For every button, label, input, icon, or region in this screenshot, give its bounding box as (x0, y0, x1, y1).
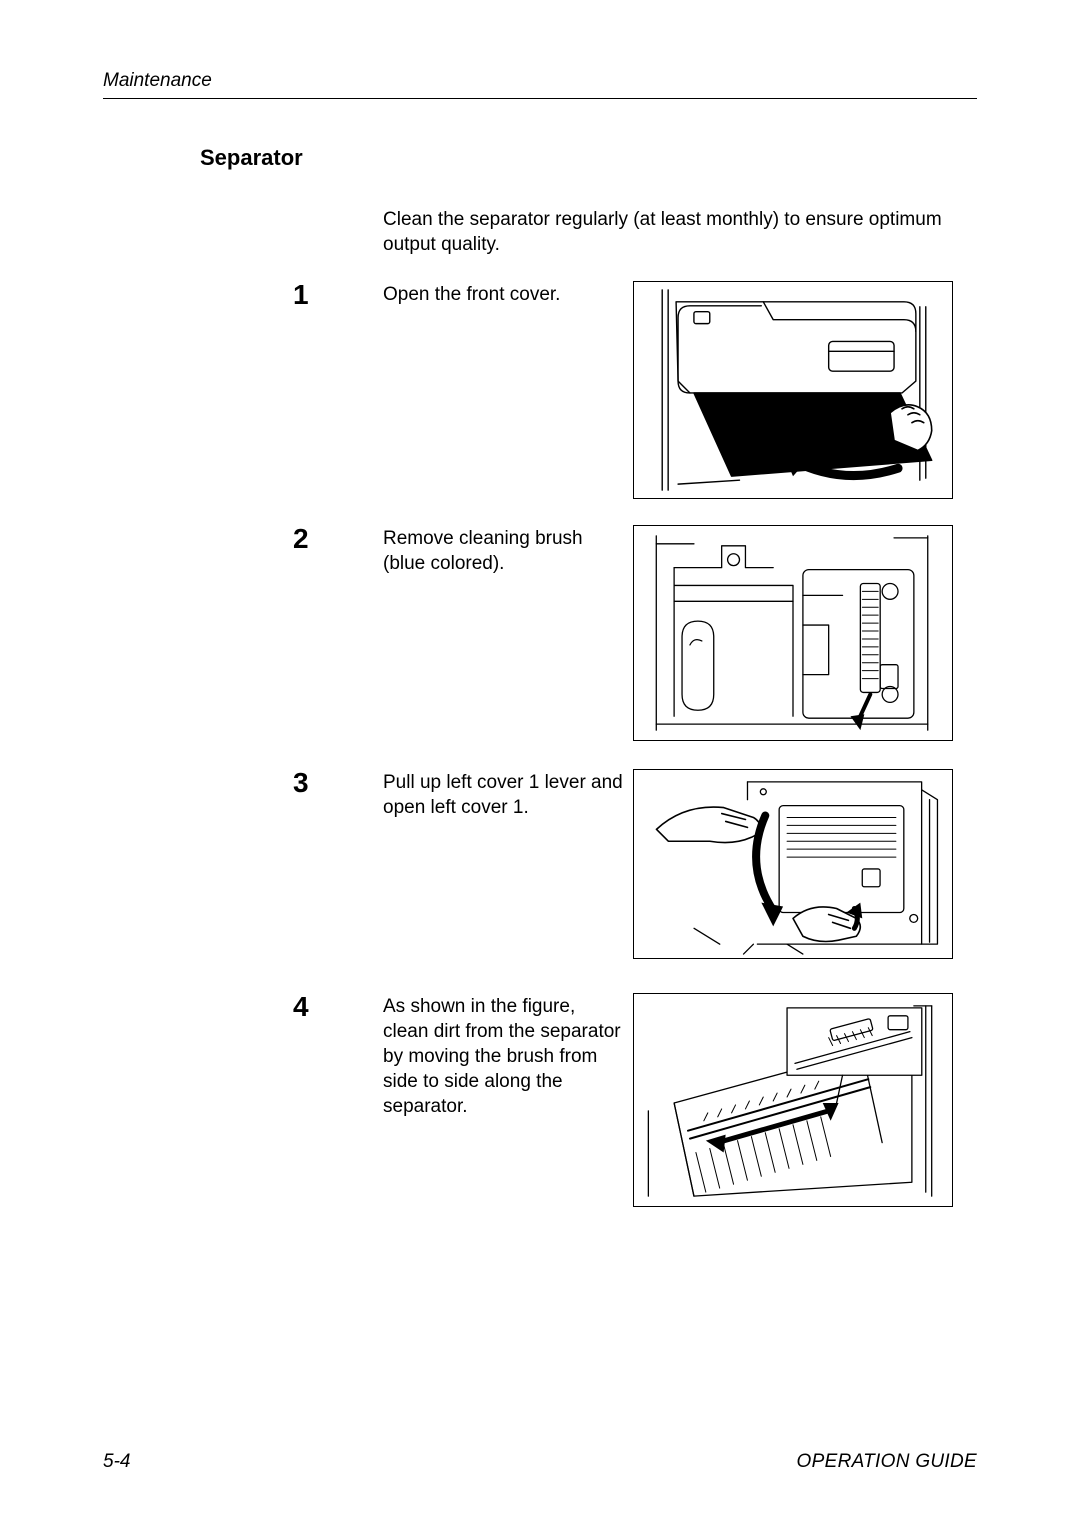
figure-clean-separator (633, 993, 953, 1207)
intro-text: Clean the separator regularly (at least … (383, 207, 943, 257)
page: Maintenance Separator Clean the separato… (0, 0, 1080, 1528)
step-2-number: 2 (293, 525, 383, 553)
step-1: 1 Open the front cover. (293, 281, 977, 501)
step-4-figure (633, 993, 953, 1207)
step-1-number: 1 (293, 281, 383, 309)
step-1-text: Open the front cover. (383, 281, 623, 307)
step-3-text: Pull up left cover 1 lever and open left… (383, 769, 623, 820)
figure-open-front-cover (633, 281, 953, 499)
step-4-number: 4 (293, 993, 383, 1021)
step-2: 2 Remove cleaning brush (blue colored). (293, 525, 977, 745)
figure-remove-brush (633, 525, 953, 741)
section-title: Separator (200, 145, 977, 171)
step-1-figure (633, 281, 953, 499)
step-3-figure (633, 769, 953, 959)
step-4-text: As shown in the figure, clean dirt from … (383, 993, 623, 1119)
step-2-figure (633, 525, 953, 741)
step-2-text: Remove cleaning brush (blue colored). (383, 525, 623, 576)
step-4: 4 As shown in the figure, clean dirt fro… (293, 993, 977, 1217)
header-section: Maintenance (103, 70, 977, 99)
step-3-number: 3 (293, 769, 383, 797)
step-3: 3 Pull up left cover 1 lever and open le… (293, 769, 977, 969)
footer-guide: OPERATION GUIDE (797, 1451, 977, 1473)
figure-open-left-cover (633, 769, 953, 959)
footer-page-number: 5-4 (103, 1451, 130, 1473)
